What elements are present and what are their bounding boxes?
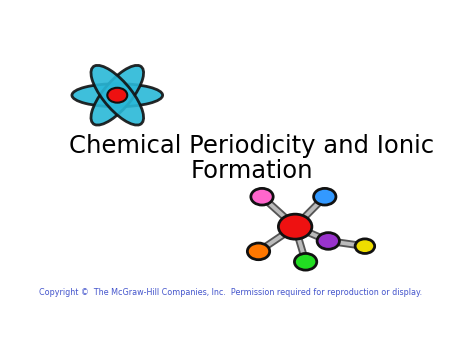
Text: Formation: Formation	[190, 159, 313, 183]
Circle shape	[251, 188, 273, 205]
Ellipse shape	[91, 65, 144, 125]
Circle shape	[355, 239, 375, 254]
Circle shape	[248, 243, 270, 260]
Circle shape	[107, 88, 127, 103]
Circle shape	[314, 188, 336, 205]
Ellipse shape	[72, 84, 162, 107]
Circle shape	[317, 233, 339, 249]
Circle shape	[279, 214, 312, 239]
Circle shape	[294, 254, 317, 270]
Text: Chemical Periodicity and Ionic: Chemical Periodicity and Ionic	[69, 134, 434, 158]
Ellipse shape	[91, 65, 144, 125]
Text: Copyright ©  The McGraw-Hill Companies, Inc.  Permission required for reproducti: Copyright © The McGraw-Hill Companies, I…	[39, 288, 422, 297]
